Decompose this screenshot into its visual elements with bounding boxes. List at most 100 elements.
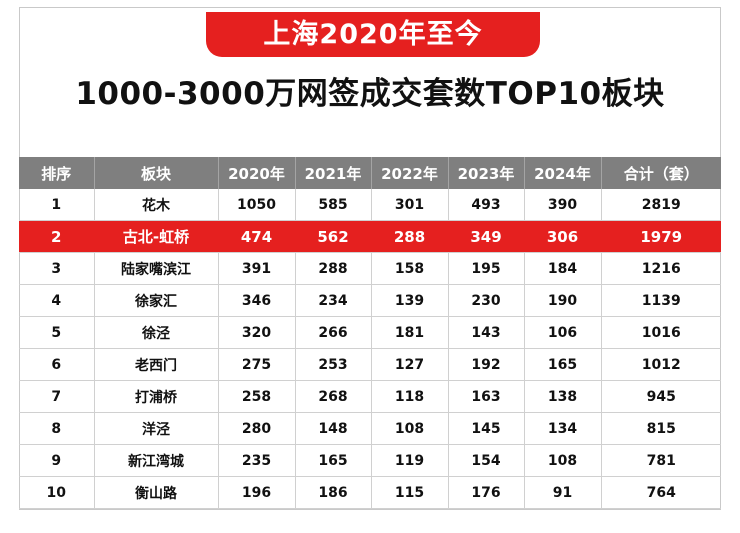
rank-cell: 4 bbox=[19, 284, 94, 317]
total-cell: 945 bbox=[600, 380, 721, 413]
table-row: 6 老西门 275 253 127 192 165 1012 bbox=[19, 348, 721, 381]
total-cell: 781 bbox=[600, 444, 721, 477]
value-2023-cell: 195 bbox=[447, 252, 524, 285]
rank-cell: 10 bbox=[19, 476, 94, 509]
rank-cell: 8 bbox=[19, 412, 94, 445]
total-cell: 815 bbox=[600, 412, 721, 445]
value-2024-cell: 190 bbox=[523, 284, 601, 317]
value-2020-cell: 275 bbox=[217, 348, 295, 381]
table-row-highlighted: 2 古北-虹桥 474 562 288 349 306 1979 bbox=[19, 220, 721, 253]
table-body: 1 花木 1050 585 301 493 390 2819 2 古北-虹桥 474 562 288 34… bbox=[19, 189, 721, 509]
title-banner: 上海2020年至今 bbox=[206, 12, 540, 57]
rank-cell: 9 bbox=[19, 444, 94, 477]
value-2023-cell: 145 bbox=[447, 412, 524, 445]
value-2022-cell: 119 bbox=[370, 444, 448, 477]
area-cell: 徐家汇 bbox=[93, 284, 218, 317]
total-cell: 764 bbox=[600, 476, 721, 509]
value-2023-cell: 154 bbox=[447, 444, 524, 477]
value-2020-cell: 235 bbox=[217, 444, 295, 477]
area-cell: 陆家嘴滨江 bbox=[93, 252, 218, 285]
ranking-table: 排序 板块 2020年 2021年 2022年 2023年 2024年 合计（套… bbox=[19, 157, 721, 509]
value-2024-cell: 390 bbox=[523, 189, 601, 221]
table-row: 3 陆家嘴滨江 391 288 158 195 184 1216 bbox=[19, 252, 721, 285]
area-cell: 新江湾城 bbox=[93, 444, 218, 477]
column-header-rank: 排序 bbox=[19, 157, 94, 189]
table-row: 9 新江湾城 235 165 119 154 108 781 bbox=[19, 444, 721, 477]
value-2022-cell: 118 bbox=[370, 380, 448, 413]
column-header-2024: 2024年 bbox=[523, 157, 601, 189]
area-cell: 打浦桥 bbox=[93, 380, 218, 413]
column-header-2022: 2022年 bbox=[370, 157, 448, 189]
value-2024-cell: 91 bbox=[523, 476, 601, 509]
table-row: 5 徐泾 320 266 181 143 106 1016 bbox=[19, 316, 721, 349]
column-header-2021: 2021年 bbox=[294, 157, 371, 189]
rank-cell: 6 bbox=[19, 348, 94, 381]
value-2024-cell: 106 bbox=[523, 316, 601, 349]
rank-cell: 2 bbox=[19, 220, 94, 253]
value-2023-cell: 230 bbox=[447, 284, 524, 317]
value-2023-cell: 163 bbox=[447, 380, 524, 413]
value-2024-cell: 184 bbox=[523, 252, 601, 285]
rank-cell: 5 bbox=[19, 316, 94, 349]
total-cell: 1016 bbox=[600, 316, 721, 349]
value-2022-cell: 115 bbox=[370, 476, 448, 509]
area-cell: 古北-虹桥 bbox=[93, 220, 218, 253]
value-2023-cell: 143 bbox=[447, 316, 524, 349]
value-2022-cell: 181 bbox=[370, 316, 448, 349]
value-2021-cell: 253 bbox=[294, 348, 371, 381]
rank-cell: 7 bbox=[19, 380, 94, 413]
column-header-total: 合计（套） bbox=[600, 157, 721, 189]
table-header-row: 排序 板块 2020年 2021年 2022年 2023年 2024年 合计（套… bbox=[19, 157, 721, 189]
value-2023-cell: 192 bbox=[447, 348, 524, 381]
value-2020-cell: 391 bbox=[217, 252, 295, 285]
value-2020-cell: 474 bbox=[217, 220, 295, 253]
value-2021-cell: 288 bbox=[294, 252, 371, 285]
value-2021-cell: 234 bbox=[294, 284, 371, 317]
total-cell: 2819 bbox=[600, 189, 721, 221]
value-2020-cell: 196 bbox=[217, 476, 295, 509]
value-2024-cell: 134 bbox=[523, 412, 601, 445]
total-cell: 1012 bbox=[600, 348, 721, 381]
column-header-area: 板块 bbox=[93, 157, 218, 189]
value-2021-cell: 148 bbox=[294, 412, 371, 445]
total-cell: 1139 bbox=[600, 284, 721, 317]
table-row: 4 徐家汇 346 234 139 230 190 1139 bbox=[19, 284, 721, 317]
value-2022-cell: 301 bbox=[370, 189, 448, 221]
table-row: 7 打浦桥 258 268 118 163 138 945 bbox=[19, 380, 721, 413]
value-2023-cell: 493 bbox=[447, 189, 524, 221]
value-2024-cell: 306 bbox=[523, 220, 601, 253]
value-2020-cell: 320 bbox=[217, 316, 295, 349]
value-2021-cell: 268 bbox=[294, 380, 371, 413]
value-2023-cell: 349 bbox=[447, 220, 524, 253]
area-cell: 洋泾 bbox=[93, 412, 218, 445]
value-2021-cell: 585 bbox=[294, 189, 371, 221]
table-row: 10 衡山路 196 186 115 176 91 764 bbox=[19, 476, 721, 509]
value-2021-cell: 186 bbox=[294, 476, 371, 509]
value-2022-cell: 158 bbox=[370, 252, 448, 285]
value-2020-cell: 258 bbox=[217, 380, 295, 413]
area-cell: 衡山路 bbox=[93, 476, 218, 509]
value-2020-cell: 280 bbox=[217, 412, 295, 445]
value-2022-cell: 127 bbox=[370, 348, 448, 381]
total-cell: 1216 bbox=[600, 252, 721, 285]
area-cell: 老西门 bbox=[93, 348, 218, 381]
area-cell: 花木 bbox=[93, 189, 218, 221]
value-2021-cell: 266 bbox=[294, 316, 371, 349]
value-2020-cell: 1050 bbox=[217, 189, 295, 221]
column-header-2023: 2023年 bbox=[447, 157, 524, 189]
value-2020-cell: 346 bbox=[217, 284, 295, 317]
rank-cell: 3 bbox=[19, 252, 94, 285]
value-2024-cell: 138 bbox=[523, 380, 601, 413]
total-cell: 1979 bbox=[600, 220, 721, 253]
table-row: 1 花木 1050 585 301 493 390 2819 bbox=[19, 189, 721, 221]
value-2021-cell: 562 bbox=[294, 220, 371, 253]
value-2022-cell: 288 bbox=[370, 220, 448, 253]
table-row: 8 洋泾 280 148 108 145 134 815 bbox=[19, 412, 721, 445]
page-title: 1000-3000万网签成交套数TOP10板块 bbox=[75, 76, 665, 112]
value-2023-cell: 176 bbox=[447, 476, 524, 509]
column-header-2020: 2020年 bbox=[217, 157, 295, 189]
value-2021-cell: 165 bbox=[294, 444, 371, 477]
value-2022-cell: 108 bbox=[370, 412, 448, 445]
value-2022-cell: 139 bbox=[370, 284, 448, 317]
rank-cell: 1 bbox=[19, 189, 94, 221]
